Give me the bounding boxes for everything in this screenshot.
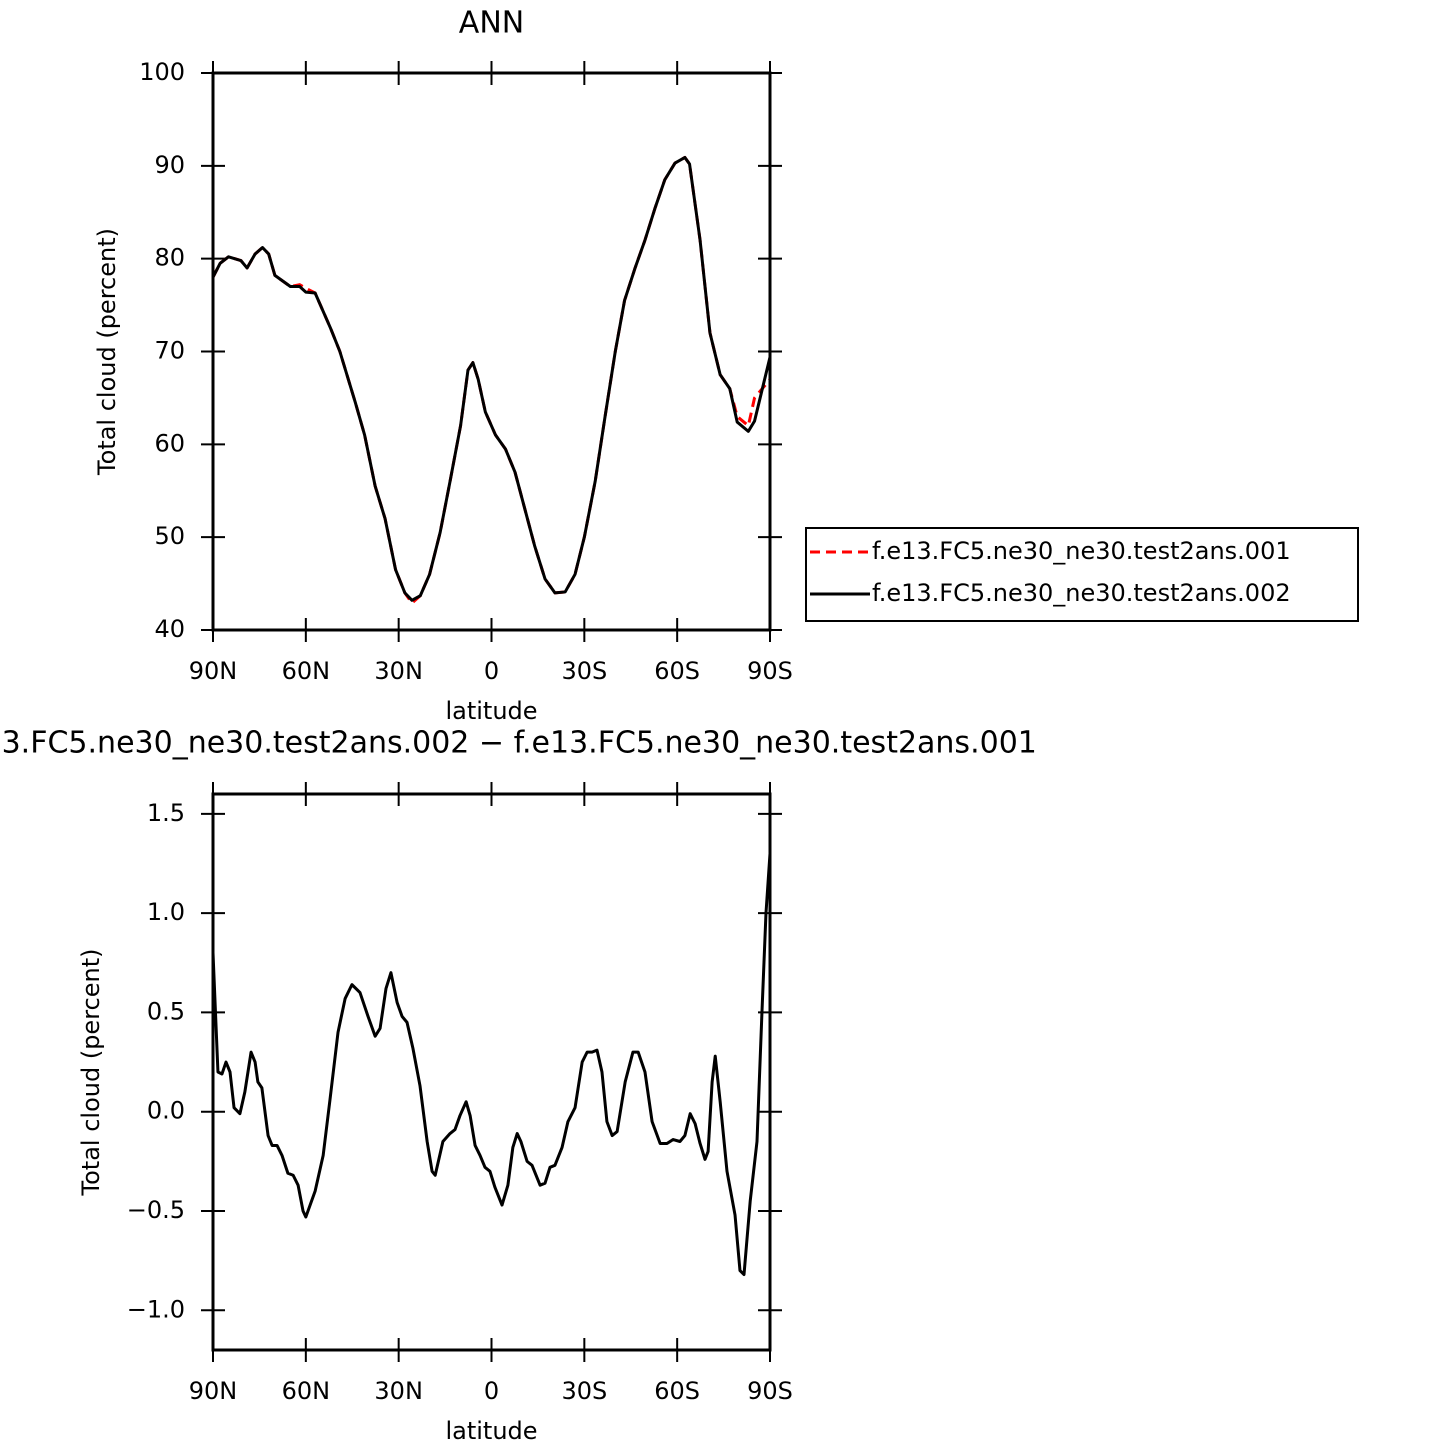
data-line [211,853,772,1277]
x-tick-label: 30N [374,657,423,685]
y-tick-label: −0.5 [127,1196,185,1224]
data-line [211,155,772,602]
y-tick-label: −1.0 [127,1295,185,1323]
x-tick-label: 30S [561,1377,607,1405]
legend-label: f.e13.FC5.ne30_ne30.test2ans.002 [872,579,1291,607]
x-tick-label: 0 [484,657,499,685]
x-axis-label: latitude [445,697,537,725]
x-tick-label: 90N [189,657,238,685]
y-axis-label: Total cloud (percent) [77,949,105,1197]
y-tick-label: 40 [154,615,185,643]
x-tick-label: 0 [484,1377,499,1405]
y-axis-label: Total cloud (percent) [93,228,121,476]
y-tick-label: 0.0 [147,1097,185,1125]
plot-frame [211,71,772,632]
x-tick-label: 60S [654,657,700,685]
chart-title: f.e13.FC5.ne30_ne30.test2ans.002 − f.e13… [0,726,1037,761]
x-tick-label: 30N [374,1377,423,1405]
x-tick-label: 30S [561,657,607,685]
x-tick-label: 60N [282,1377,331,1405]
y-tick-label: 1.0 [147,898,185,926]
y-tick-label: 50 [154,522,185,550]
x-axis-label: latitude [445,1417,537,1445]
x-tick-label: 90N [189,1377,238,1405]
y-tick-label: 70 [154,337,185,365]
x-tick-label: 90S [747,657,793,685]
y-tick-label: 90 [154,151,185,179]
legend-box [805,527,1359,622]
y-tick-label: 60 [154,429,185,457]
y-tick-label: 1.5 [147,799,185,827]
x-tick-label: 90S [747,1377,793,1405]
plot-frame [211,792,772,1352]
x-tick-label: 60N [282,657,331,685]
legend-label: f.e13.FC5.ne30_ne30.test2ans.001 [872,537,1291,565]
y-tick-label: 80 [154,244,185,272]
y-tick-label: 100 [139,58,185,86]
x-tick-label: 60S [654,1377,700,1405]
chart-title: ANN [459,6,524,41]
data-line [211,155,772,605]
y-tick-label: 0.5 [147,997,185,1025]
